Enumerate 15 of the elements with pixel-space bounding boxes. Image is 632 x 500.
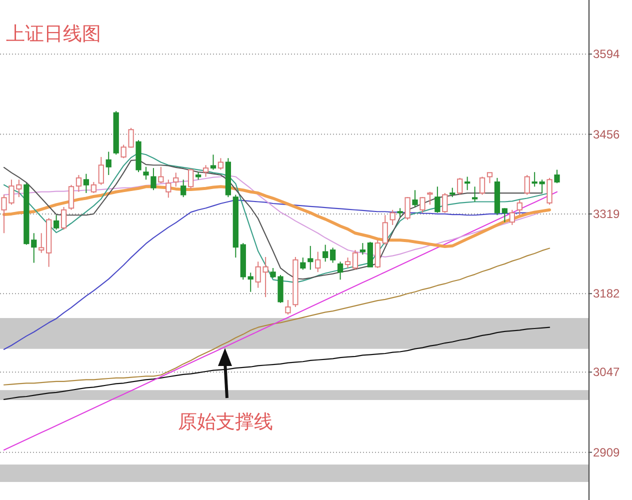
- line-series: [3, 248, 550, 386]
- text: 上证日线图: [6, 23, 101, 45]
- y-tick-label: 3456: [593, 127, 620, 142]
- line-series: [3, 191, 558, 451]
- annotation: 原始支撑线: [178, 411, 273, 433]
- candlestick: [464, 176, 470, 191]
- y-tick-label: 3047: [593, 365, 620, 380]
- y-tick-label: 3594: [593, 47, 620, 62]
- y-tick-label: 2909: [593, 445, 620, 460]
- candlestick: [308, 245, 314, 270]
- candlestick: [106, 151, 112, 176]
- y-tick-label: 3182: [593, 286, 620, 301]
- line-series: [3, 326, 550, 400]
- candlestick: [31, 232, 37, 264]
- y-tick-label: 3319: [593, 206, 620, 221]
